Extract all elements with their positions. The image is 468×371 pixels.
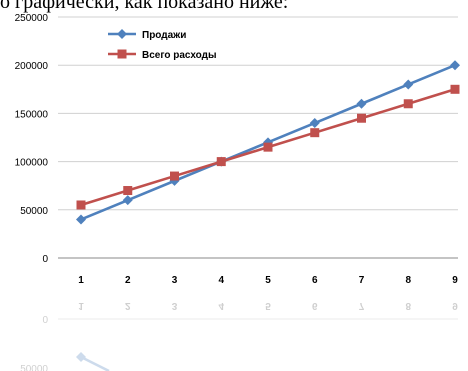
x-tick-label: 1 [78, 275, 84, 286]
reflected-x-tick-label: 7 [359, 300, 365, 311]
chart-reflection: 1 2 3 4 5 6 7 8 9 0 50000 [20, 300, 458, 371]
y-tick-label: 0 [42, 254, 48, 265]
series-sales [76, 60, 460, 225]
reflected-y-tick-label: 50000 [20, 364, 48, 371]
legend: Продажи Всего расходы [108, 29, 217, 61]
reflected-marker-diamond [76, 352, 86, 362]
legend-label: Продажи [142, 30, 186, 41]
x-tick-label: 5 [265, 275, 271, 286]
marker-diamond [450, 60, 460, 71]
y-tick-label: 150000 [15, 109, 49, 120]
y-tick-label: 200000 [15, 61, 49, 72]
reflected-x-tick-label: 1 [78, 300, 84, 311]
marker-square [450, 84, 460, 94]
marker-square [76, 200, 86, 210]
y-tick-label: 250000 [15, 13, 49, 24]
reflected-y-tick-label: 0 [42, 315, 48, 326]
marker-square [357, 113, 366, 123]
marker-square [123, 186, 133, 196]
reflected-x-tick-label: 5 [265, 300, 271, 311]
x-tick-label: 4 [218, 275, 224, 286]
marker-square [263, 142, 273, 152]
marker-square [216, 157, 226, 167]
series-expenses [76, 84, 460, 210]
reflected-series-line [80, 355, 110, 371]
x-tick-label: 2 [125, 275, 131, 286]
y-tick-label: 100000 [15, 158, 49, 169]
y-axis-ticks: 0 50000 100000 150000 200000 250000 [15, 13, 49, 265]
gridlines [58, 16, 458, 211]
y-tick-label: 50000 [20, 206, 48, 217]
x-tick-label: 7 [359, 275, 365, 286]
marker-square [310, 128, 320, 138]
reflected-x-tick-label: 6 [312, 300, 318, 311]
marker-diamond [122, 195, 133, 206]
x-tick-label: 3 [172, 275, 178, 286]
marker-square [170, 171, 179, 181]
legend-label: Всего расходы [142, 50, 217, 61]
marker-diamond [403, 79, 414, 90]
marker-diamond [117, 29, 127, 39]
marker-square [403, 99, 413, 109]
reflected-x-tick-label: 4 [218, 300, 224, 311]
marker-diamond [356, 98, 367, 109]
marker-square [117, 49, 127, 59]
reflected-x-tick-label: 2 [125, 300, 131, 311]
x-tick-label: 8 [405, 275, 411, 286]
caption-text: о графически, как показано ниже: [0, 0, 289, 13]
x-tick-label: 9 [452, 275, 458, 286]
x-tick-label: 6 [312, 275, 318, 286]
marker-diamond [309, 118, 320, 129]
series-group [76, 60, 460, 225]
reflected-x-tick-label: 9 [452, 300, 458, 311]
x-axis-ticks: 1 2 3 4 5 6 7 8 9 [78, 275, 458, 286]
reflected-x-tick-label: 8 [405, 300, 411, 311]
marker-diamond [76, 214, 86, 225]
reflected-x-tick-label: 3 [172, 300, 178, 311]
